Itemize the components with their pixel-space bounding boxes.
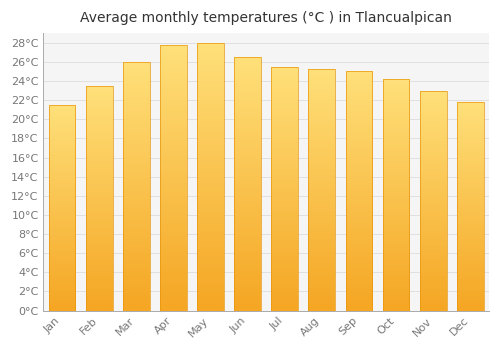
Bar <box>234 57 261 310</box>
Bar <box>197 43 224 310</box>
Bar <box>123 62 150 310</box>
Bar <box>382 79 409 310</box>
Bar <box>308 69 335 310</box>
Bar <box>160 45 186 310</box>
Bar <box>48 105 76 310</box>
Bar <box>272 67 298 310</box>
Bar <box>420 91 446 310</box>
Title: Average monthly temperatures (°C ) in Tlancualpican: Average monthly temperatures (°C ) in Tl… <box>80 11 452 25</box>
Bar <box>457 102 483 310</box>
Bar <box>346 71 372 310</box>
Bar <box>86 86 113 310</box>
